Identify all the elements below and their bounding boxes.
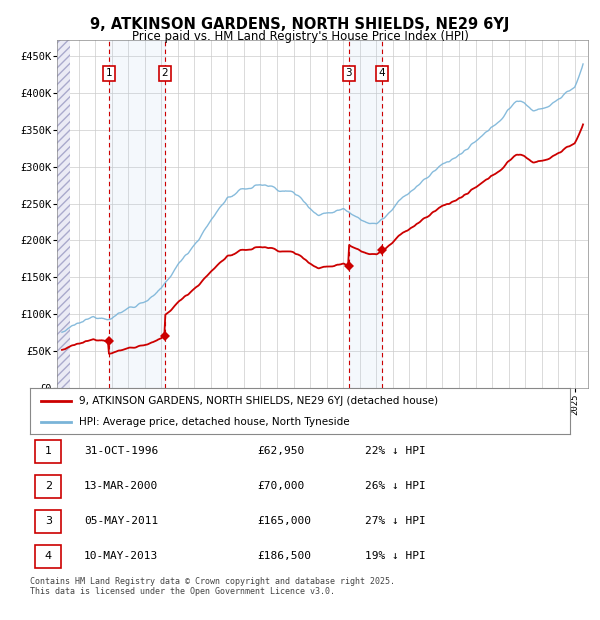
Text: 27% ↓ HPI: 27% ↓ HPI — [365, 516, 425, 526]
Text: 10-MAY-2013: 10-MAY-2013 — [84, 551, 158, 561]
Text: 3: 3 — [346, 68, 352, 78]
Text: 9, ATKINSON GARDENS, NORTH SHIELDS, NE29 6YJ (detached house): 9, ATKINSON GARDENS, NORTH SHIELDS, NE29… — [79, 396, 438, 405]
Text: 19% ↓ HPI: 19% ↓ HPI — [365, 551, 425, 561]
Text: £186,500: £186,500 — [257, 551, 311, 561]
FancyBboxPatch shape — [35, 475, 61, 498]
Text: 1: 1 — [106, 68, 112, 78]
Text: 05-MAY-2011: 05-MAY-2011 — [84, 516, 158, 526]
Bar — [109, 40, 164, 388]
Text: 22% ↓ HPI: 22% ↓ HPI — [365, 446, 425, 456]
Text: £70,000: £70,000 — [257, 481, 304, 491]
Text: 2: 2 — [45, 481, 52, 491]
Bar — [57, 40, 70, 388]
Text: 1: 1 — [45, 446, 52, 456]
Text: 9, ATKINSON GARDENS, NORTH SHIELDS, NE29 6YJ: 9, ATKINSON GARDENS, NORTH SHIELDS, NE29… — [91, 17, 509, 32]
Text: 2: 2 — [161, 68, 168, 78]
Bar — [349, 40, 382, 388]
Text: Price paid vs. HM Land Registry's House Price Index (HPI): Price paid vs. HM Land Registry's House … — [131, 30, 469, 43]
Text: 26% ↓ HPI: 26% ↓ HPI — [365, 481, 425, 491]
Text: 4: 4 — [45, 551, 52, 561]
Text: Contains HM Land Registry data © Crown copyright and database right 2025.
This d: Contains HM Land Registry data © Crown c… — [30, 577, 395, 596]
Text: 3: 3 — [45, 516, 52, 526]
FancyBboxPatch shape — [35, 544, 61, 567]
Text: £62,950: £62,950 — [257, 446, 304, 456]
Text: 4: 4 — [379, 68, 385, 78]
Text: 31-OCT-1996: 31-OCT-1996 — [84, 446, 158, 456]
FancyBboxPatch shape — [35, 440, 61, 463]
Text: HPI: Average price, detached house, North Tyneside: HPI: Average price, detached house, Nort… — [79, 417, 349, 427]
Text: 13-MAR-2000: 13-MAR-2000 — [84, 481, 158, 491]
Text: £165,000: £165,000 — [257, 516, 311, 526]
FancyBboxPatch shape — [35, 510, 61, 533]
